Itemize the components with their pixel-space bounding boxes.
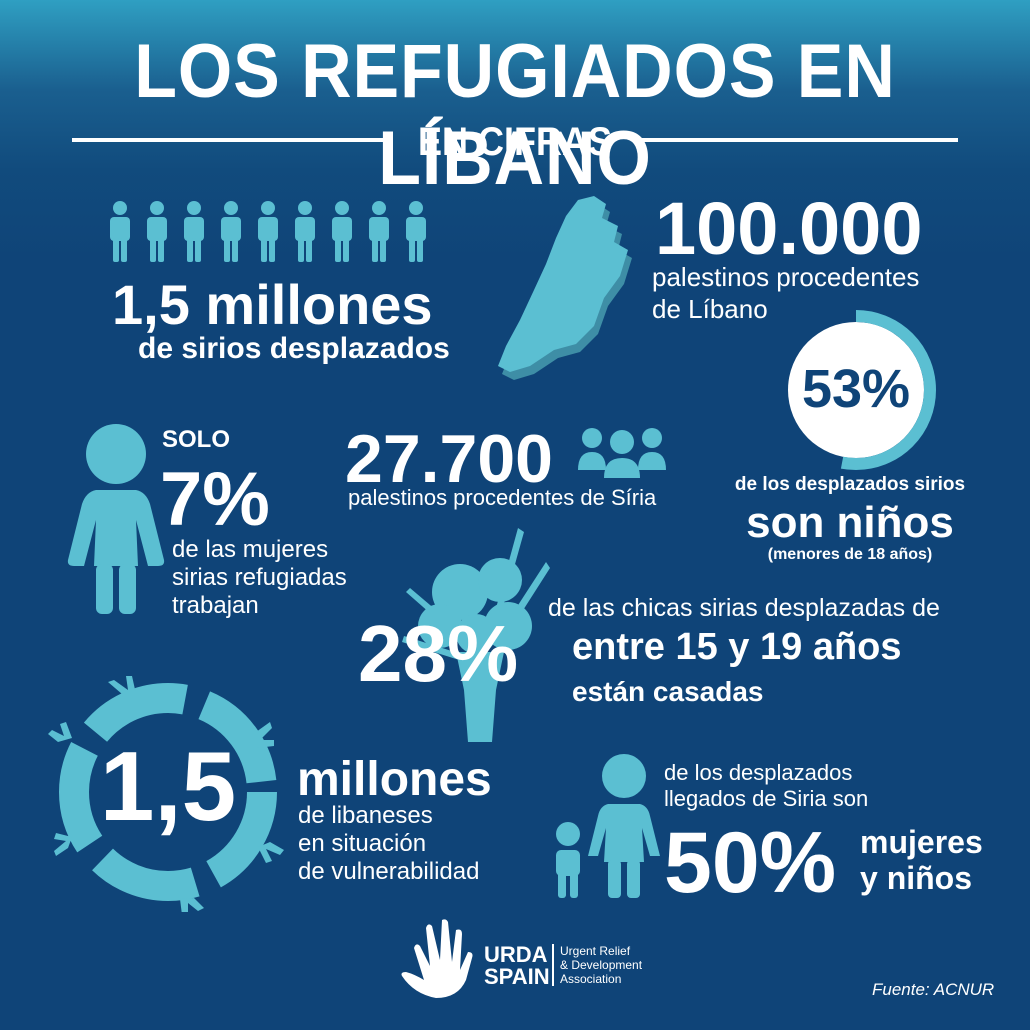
source-note: Fuente: ACNUR <box>872 980 995 999</box>
stat-casadas-line1: de las chicas sirias desplazadas de <box>548 594 940 622</box>
stat-palestinos-siria-value: 27.700 <box>345 421 553 497</box>
page-subtitle: EN CIFRAS <box>417 120 613 164</box>
subtitle-divider-left <box>72 138 390 142</box>
woman-child-icon <box>556 754 660 898</box>
people-row-icon <box>110 201 426 262</box>
stat-casadas-value: 28% <box>358 609 519 698</box>
stat-mujeres-ninos-line2: llegados de Siria son <box>664 786 869 811</box>
subtitle-divider-right <box>640 138 958 142</box>
stat-mujeres-value: 7% <box>160 457 270 542</box>
stat-palestinos-libano-value: 100.000 <box>655 187 923 270</box>
stat-mujeres-ninos-label2: y niños <box>860 860 973 896</box>
stat-palestinos-siria-label: palestinos procedentes de Síria <box>348 485 657 510</box>
stat-mujeres-ninos-value: 50% <box>664 815 837 911</box>
stat-mujeres-line3: trabajan <box>172 592 259 619</box>
stat-palestinos-libano-line2: de Líbano <box>652 294 768 324</box>
progress-ring <box>776 310 936 470</box>
woman-icon <box>67 424 165 614</box>
stat-mujeres-prefix: SOLO <box>162 426 231 453</box>
logo-org-line2: & Development <box>560 958 643 972</box>
stat-casadas-line3: están casadas <box>572 676 764 707</box>
stat-sirios-label: de sirios desplazados <box>138 332 450 365</box>
stat-casadas-line2: entre 15 y 19 años <box>572 626 902 668</box>
stat-ninos-label1: de los desplazados sirios <box>734 474 966 495</box>
logo-line2: SPAIN <box>484 964 550 989</box>
logo-org-line1: Urgent Relief <box>560 944 631 958</box>
stat-palestinos-libano-line1: palestinos procedentes <box>652 262 920 292</box>
stat-ninos-value: 53% <box>801 359 911 419</box>
group-icon <box>578 428 666 478</box>
hands-circle-icon <box>48 676 284 912</box>
stat-ninos-label2: son niños <box>746 498 954 547</box>
stat-libaneses-line3: en situación <box>298 830 427 857</box>
logo-line1: URDA <box>484 942 548 967</box>
logo-org-line3: Association <box>560 972 622 986</box>
stat-libaneses-line4: de vulnerabilidad <box>298 858 480 885</box>
stat-mujeres-line2: sirias refugiadas <box>172 564 347 591</box>
stat-libaneses-line2: de libaneses <box>298 802 433 829</box>
stat-sirios-value: 1,5 millones <box>112 273 433 336</box>
stat-libaneses-line1: millones <box>297 753 492 806</box>
stat-mujeres-ninos-label1: mujeres <box>860 824 983 860</box>
bouquet-icon <box>402 528 550 742</box>
stat-mujeres-line1: de las mujeres <box>172 536 329 563</box>
stat-ninos-label3: (menores de 18 años) <box>767 546 933 563</box>
page-title: LOS REFUGIADOS EN LÍBANO <box>134 29 896 201</box>
urda-hand-logo-icon <box>401 919 473 998</box>
stat-libaneses-value: 1,5 <box>99 731 237 841</box>
logo-divider <box>552 944 554 986</box>
lebanon-map-icon <box>498 196 632 380</box>
stat-mujeres-ninos-line1: de los desplazados <box>664 760 853 785</box>
